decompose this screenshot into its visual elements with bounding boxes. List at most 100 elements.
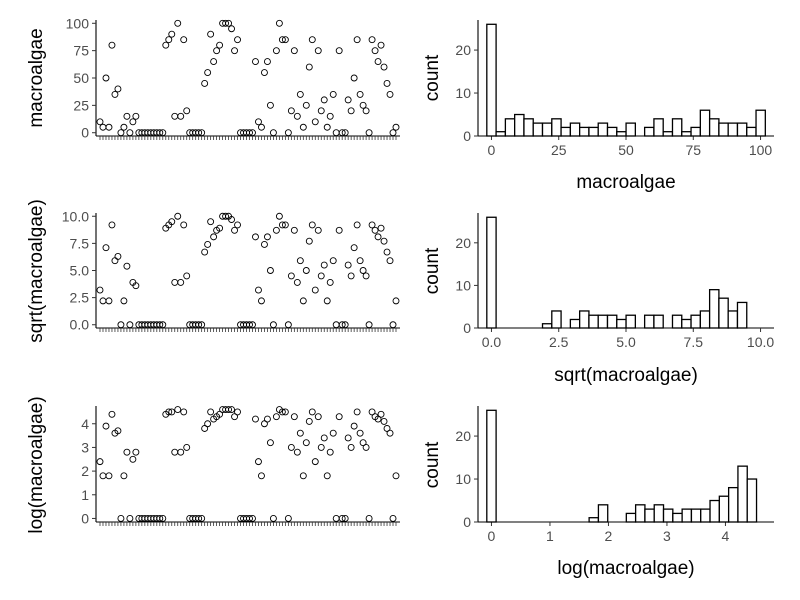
data-point [234, 221, 241, 229]
data-point [210, 233, 218, 241]
data-point [290, 47, 298, 55]
data-point [380, 237, 388, 245]
data-point [108, 221, 116, 229]
data-point [252, 233, 259, 241]
data-point [374, 415, 382, 423]
data-point [287, 107, 295, 115]
y-tick-label: 2.5 [70, 290, 90, 306]
data-point [174, 406, 182, 414]
data-point [228, 406, 236, 414]
histogram-bar [597, 122, 609, 137]
data-point [216, 41, 224, 49]
x-tick-label: 4 [722, 528, 730, 544]
data-point [225, 19, 233, 27]
data-point [246, 514, 253, 522]
data-point [117, 129, 125, 137]
y-tick-label: 5.0 [70, 263, 90, 279]
data-point [299, 297, 307, 305]
y-axis-label: count [422, 441, 443, 488]
data-point [314, 47, 322, 55]
data-point [317, 443, 325, 451]
data-point [123, 262, 131, 270]
data-point [201, 80, 209, 87]
histogram-bar [672, 512, 683, 523]
histogram-bar [727, 122, 739, 137]
data-point [111, 257, 119, 265]
data-point [258, 123, 265, 131]
y-tick-label: 7.5 [70, 235, 90, 251]
histogram-bar [737, 465, 748, 523]
data-point [96, 286, 104, 294]
histogram-bar [653, 504, 665, 523]
data-point [183, 107, 191, 115]
data-point [281, 408, 289, 416]
x-tick-label: 2.5 [549, 334, 569, 350]
data-point [332, 321, 340, 329]
histogram-bar [690, 508, 702, 523]
data-point [275, 19, 283, 27]
histogram-bar [643, 314, 655, 329]
data-point [195, 514, 203, 522]
data-point [117, 514, 125, 522]
x-tick-label: 0 [488, 142, 496, 158]
data-point [120, 472, 128, 480]
data-point [269, 129, 277, 137]
x-tick-label: 25 [551, 142, 567, 158]
histogram-bar [569, 318, 581, 329]
data-point [323, 123, 331, 131]
histogram-panel-sqrt: count sqrt(macroalgae) 0 10 20 0.0 2.5 5.0 7.5… [422, 213, 774, 386]
data-point [338, 321, 346, 329]
data-point [347, 107, 355, 115]
data-point [374, 58, 382, 66]
data-point [344, 96, 352, 104]
data-point [383, 248, 391, 256]
data-point [305, 63, 313, 71]
data-point [249, 514, 256, 522]
data-point [308, 408, 316, 416]
data-point [341, 321, 349, 329]
data-point [284, 129, 292, 137]
data-point [249, 129, 256, 137]
histogram-bar [625, 314, 637, 329]
x-tick-label: 7.5 [684, 334, 704, 350]
data-point [368, 36, 376, 44]
data-point [335, 47, 343, 55]
data-point [377, 41, 385, 49]
data-point [359, 439, 367, 447]
data-point [311, 118, 319, 126]
histogram-bar [578, 310, 590, 329]
x-axis-label: log(macroalgae) [557, 558, 694, 579]
data-point [320, 96, 328, 104]
data-point [305, 417, 313, 425]
data-point [258, 297, 265, 305]
data-point [222, 212, 230, 220]
data-point [114, 252, 122, 260]
data-point [362, 272, 370, 280]
y-tick-label: 75 [73, 43, 89, 59]
data-point [296, 90, 304, 98]
data-point [260, 420, 268, 428]
data-point [260, 241, 268, 248]
data-point [159, 514, 167, 522]
data-point [99, 472, 107, 480]
histogram-bar [588, 126, 599, 137]
histogram-bar [671, 118, 683, 137]
data-point [269, 514, 277, 522]
data-point [266, 101, 274, 109]
data-point [255, 118, 262, 126]
histogram-bar [606, 314, 618, 329]
y-tick-label: 100 [66, 15, 90, 31]
data-point [126, 129, 134, 137]
data-point [216, 224, 224, 232]
data-point [114, 85, 122, 93]
y-tick-label: 10 [455, 471, 471, 487]
data-point [317, 272, 325, 280]
data-point [171, 278, 179, 286]
data-point [287, 272, 295, 280]
histogram-bar [746, 478, 758, 523]
data-point [216, 410, 224, 418]
data-point [380, 63, 388, 71]
data-point [246, 129, 253, 137]
data-point [326, 278, 334, 286]
y-tick-label: 20 [455, 42, 471, 58]
